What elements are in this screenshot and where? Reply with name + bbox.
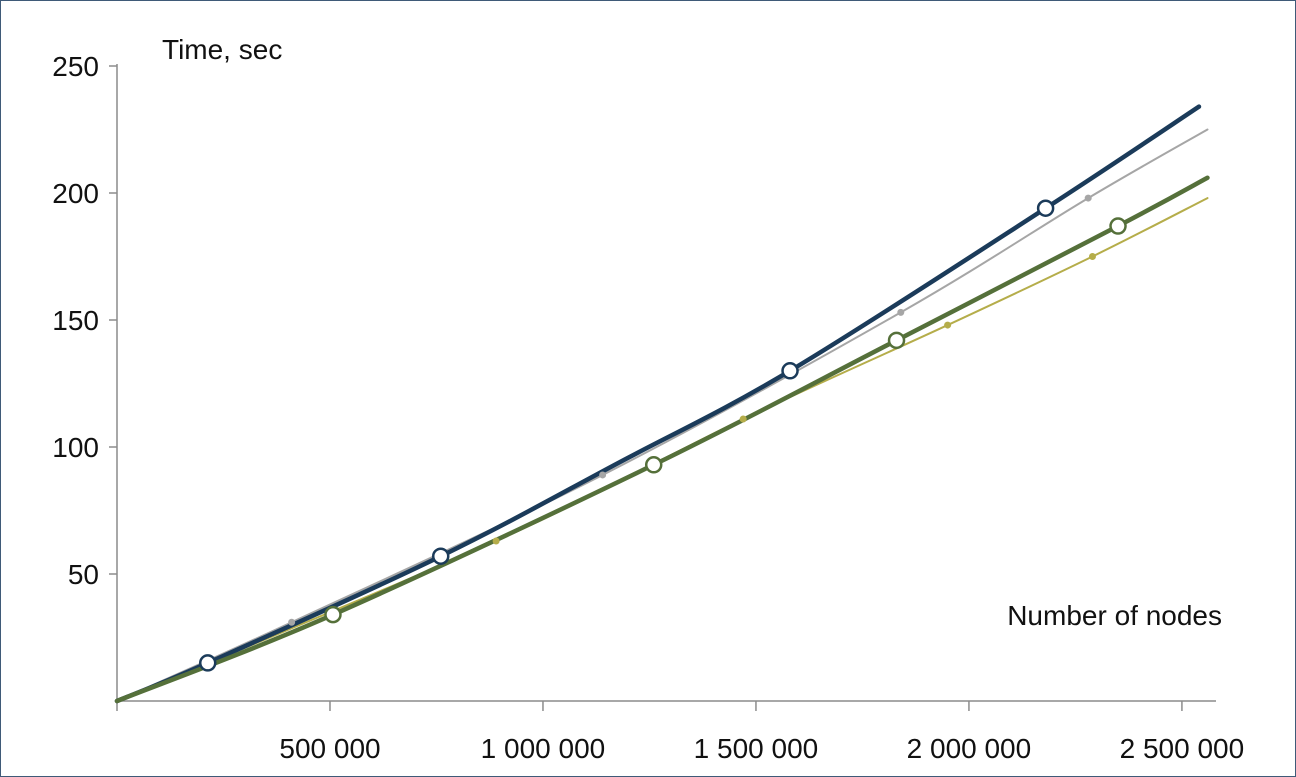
axes-layer — [109, 64, 1216, 711]
labels-layer: Time, sec Number of nodes 50 100 150 200 250… — [52, 34, 1244, 764]
y-tick-label: 100 — [52, 432, 99, 463]
series-2-marker — [288, 618, 296, 626]
series-1-marker — [1036, 199, 1055, 217]
series-2-marker — [897, 308, 905, 316]
x-tick-label: 500 000 — [279, 733, 380, 764]
y-tick-label: 200 — [52, 178, 99, 209]
y-tick-label: 250 — [52, 51, 99, 82]
series-3-marker — [887, 331, 906, 350]
y-tick-label: 50 — [68, 559, 99, 590]
series-3-marker — [644, 456, 663, 474]
x-tick-label: 2 000 000 — [907, 733, 1032, 764]
x-tick-label: 1 500 000 — [694, 733, 819, 764]
x-axis-title: Number of nodes — [1007, 600, 1222, 631]
series-2-marker — [1084, 194, 1092, 202]
series-4-marker — [492, 537, 500, 545]
x-tick-label: 1 000 000 — [481, 733, 606, 764]
y-tick-label: 150 — [52, 305, 99, 336]
series-3-marker — [1109, 217, 1127, 235]
series-1-marker — [781, 362, 799, 380]
series-2-marker — [599, 471, 607, 479]
markers-layer — [198, 194, 1127, 672]
series-4-marker — [739, 415, 747, 423]
series-4-marker — [944, 321, 952, 329]
y-axis-title: Time, sec — [162, 34, 282, 65]
series-1-marker — [431, 547, 450, 565]
series-3-marker — [324, 605, 342, 624]
series-3-line — [114, 175, 1210, 704]
x-tick-label: 2 500 000 — [1120, 733, 1245, 764]
series-4-marker — [1088, 253, 1096, 260]
series-1-marker — [198, 654, 217, 672]
